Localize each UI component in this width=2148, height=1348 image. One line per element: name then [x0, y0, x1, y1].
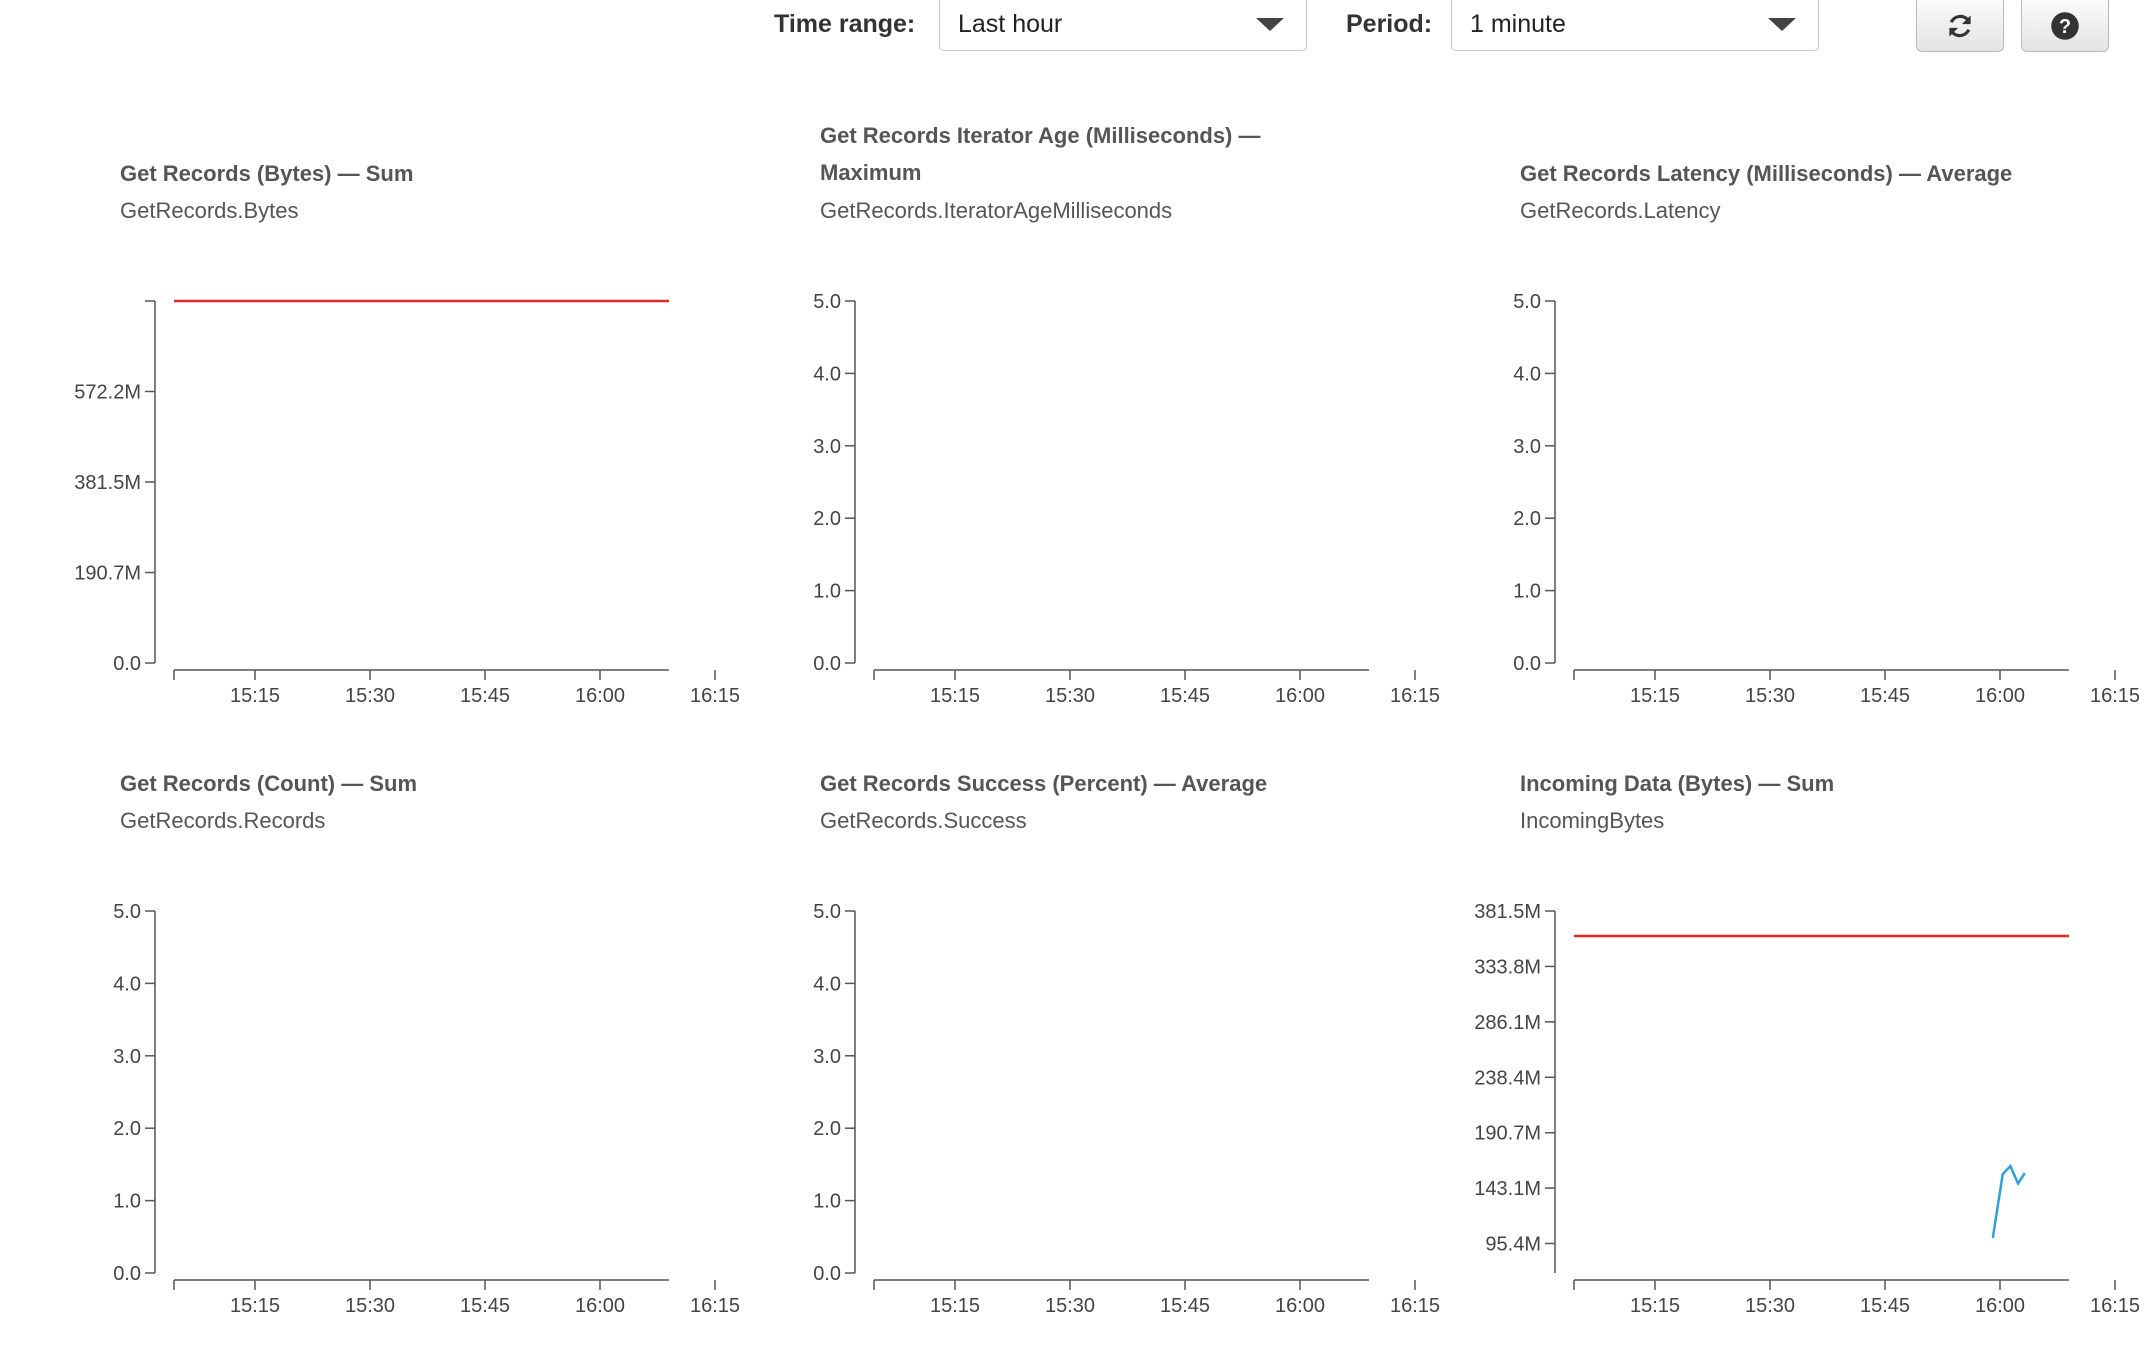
series-line-1 [1991, 1163, 2026, 1239]
x-tick-label: 15:30 [1745, 1295, 1795, 1317]
x-tick-label: 15:45 [1160, 1295, 1210, 1317]
chevron-down-icon [1256, 18, 1284, 31]
chart-title: Get Records Iterator Age (Milliseconds) … [820, 123, 1261, 185]
x-tick-label: 16:00 [575, 1295, 625, 1317]
chart-metric-name: GetRecords.Latency [1520, 198, 1721, 223]
y-tick-label: 190.7M [1474, 1123, 1541, 1145]
y-tick-label: 0.0 [113, 653, 141, 675]
y-tick-label: 95.4M [1485, 1233, 1541, 1255]
x-tick-label: 15:45 [1160, 685, 1210, 707]
y-tick-label: 3.0 [813, 1046, 841, 1068]
x-tick-label: 16:15 [2090, 685, 2140, 707]
x-tick-label: 16:15 [690, 1295, 740, 1317]
x-tick-label: 15:30 [1745, 685, 1795, 707]
y-tick-label: 286.1M [1474, 1012, 1541, 1034]
x-tick-label: 16:15 [690, 685, 740, 707]
y-tick-label: 143.1M [1474, 1178, 1541, 1200]
x-tick-label: 16:00 [575, 685, 625, 707]
time-range-value: Last hour [958, 10, 1063, 38]
x-tick-label: 15:45 [460, 1295, 510, 1317]
chart-metric-name: GetRecords.IteratorAgeMilliseconds [820, 198, 1173, 223]
time-range-select[interactable]: Last hour [939, 0, 1307, 51]
y-tick-label: 381.5M [1474, 901, 1541, 923]
y-tick-label: 5.0 [113, 901, 141, 923]
chart-title: Incoming Data (Bytes) — Sum [1520, 771, 1835, 796]
y-tick-label: 190.7M [74, 563, 141, 585]
refresh-button[interactable] [1916, 0, 2004, 52]
chart-title: Get Records (Count) — Sum [120, 771, 418, 796]
x-tick-label: 15:30 [345, 1295, 395, 1317]
x-tick-label: 16:15 [1390, 1295, 1440, 1317]
x-tick-label: 15:15 [1630, 1295, 1680, 1317]
question-circle-icon: ? [2051, 11, 2079, 40]
y-tick-label: 1.0 [113, 1191, 141, 1213]
y-tick-label: 4.0 [1513, 363, 1541, 385]
x-tick-label: 16:15 [2090, 1295, 2140, 1317]
y-tick-label: 5.0 [813, 291, 841, 313]
y-tick-label: 4.0 [113, 973, 141, 995]
x-tick-label: 16:00 [1975, 1295, 2025, 1317]
x-tick-label: 15:45 [1860, 1295, 1910, 1317]
x-tick-label: 16:00 [1275, 685, 1325, 707]
y-tick-label: 1.0 [1513, 581, 1541, 603]
period-value: 1 minute [1470, 10, 1566, 38]
chart-metric-name: IncomingBytes [1520, 808, 1665, 833]
y-tick-label: 0.0 [1513, 653, 1541, 675]
y-tick-label: 572.2M [74, 381, 141, 403]
chart-title: Get Records Success (Percent) — Average [820, 771, 1268, 796]
x-tick-label: 15:30 [1045, 685, 1095, 707]
help-button[interactable]: ? [2021, 0, 2109, 52]
chart-metric-name: GetRecords.Success [820, 808, 1027, 833]
x-tick-label: 15:45 [460, 685, 510, 707]
refresh-icon [1949, 14, 1971, 37]
y-tick-label: 0.0 [813, 653, 841, 675]
svg-text:?: ? [2059, 15, 2071, 37]
chevron-down-icon [1768, 18, 1796, 31]
chart-metric-name: GetRecords.Records [120, 808, 326, 833]
y-tick-label: 2.0 [1513, 508, 1541, 530]
y-tick-label: 1.0 [813, 581, 841, 603]
chart-title: Get Records (Bytes) — Sum [120, 161, 414, 186]
y-tick-label: 0.0 [813, 1263, 841, 1285]
x-tick-label: 15:15 [230, 1295, 280, 1317]
x-tick-label: 15:15 [230, 685, 280, 707]
y-tick-label: 4.0 [813, 973, 841, 995]
period-select[interactable]: 1 minute [1451, 0, 1819, 51]
y-tick-label: 2.0 [113, 1118, 141, 1140]
y-tick-label: 3.0 [1513, 436, 1541, 458]
y-tick-label: 2.0 [813, 508, 841, 530]
y-tick-label: 0.0 [113, 1263, 141, 1285]
chart-title: Get Records Latency (Milliseconds) — Ave… [1520, 161, 2013, 186]
x-tick-label: 16:00 [1275, 1295, 1325, 1317]
y-tick-label: 381.5M [74, 472, 141, 494]
y-tick-label: 3.0 [813, 436, 841, 458]
y-tick-label: 3.0 [113, 1046, 141, 1068]
y-tick-label: 1.0 [813, 1191, 841, 1213]
x-tick-label: 16:00 [1975, 685, 2025, 707]
y-tick-label: 5.0 [1513, 291, 1541, 313]
x-tick-label: 15:30 [345, 685, 395, 707]
x-tick-label: 15:15 [1630, 685, 1680, 707]
metrics-toolbar: Time range: Last hour Period: 1 minute ? [0, 0, 2148, 60]
time-range-label: Time range: [774, 10, 916, 38]
y-tick-label: 238.4M [1474, 1067, 1541, 1089]
x-tick-label: 15:45 [1860, 685, 1910, 707]
y-tick-label: 4.0 [813, 363, 841, 385]
x-tick-label: 16:15 [1390, 685, 1440, 707]
chart-metric-name: GetRecords.Bytes [120, 198, 299, 223]
x-tick-label: 15:30 [1045, 1295, 1095, 1317]
x-tick-label: 15:15 [930, 685, 980, 707]
period-label: Period: [1346, 10, 1433, 38]
y-tick-label: 333.8M [1474, 956, 1541, 978]
y-tick-label: 5.0 [813, 901, 841, 923]
y-tick-label: 2.0 [813, 1118, 841, 1140]
x-tick-label: 15:15 [930, 1295, 980, 1317]
